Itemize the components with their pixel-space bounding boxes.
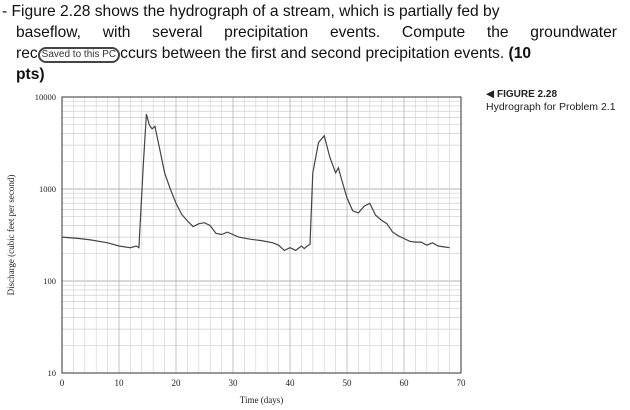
question-line-3-prefix: rec [16, 45, 38, 62]
x-axis-ticks: 0 10 20 30 40 50 60 70 [60, 378, 466, 388]
y-tick-label: 10000 [35, 92, 56, 102]
x-tick-label: 40 [286, 378, 296, 388]
y-axis-label: Discharge (cubic feet per second) [6, 175, 16, 296]
x-tick-label: 60 [400, 378, 410, 388]
y-tick-label: 100 [43, 276, 56, 286]
y-tick-label: 10 [48, 368, 57, 378]
question-line-1: - Figure 2.28 shows the hydrograph of a … [2, 3, 500, 20]
question-line-3: rec Saved to this PC ccurs between the fir… [16, 44, 531, 64]
points-label: (10 [508, 45, 532, 62]
x-tick-label: 30 [229, 378, 239, 388]
saved-to-pc-badge[interactable]: Saved to this PC [37, 47, 121, 63]
x-tick-label: 10 [115, 378, 125, 388]
x-tick-label: 50 [343, 378, 353, 388]
x-tick-label: 0 [60, 378, 65, 388]
question-line-2: baseflow, with several precipitation eve… [16, 24, 617, 41]
x-axis-label: Time (days) [240, 395, 283, 405]
discharge-line [61, 114, 450, 252]
x-tick-label: 20 [172, 378, 182, 388]
question-line-4: pts) [16, 66, 45, 83]
caption-arrow-icon: ◀ [486, 88, 495, 100]
y-tick-label: 1000 [39, 184, 56, 194]
plot-frame [61, 96, 462, 374]
y-axis-ticks: 10 100 1000 10000 [35, 92, 56, 378]
x-tick-label: 70 [457, 378, 467, 388]
figure-label: FIGURE 2.28 [497, 89, 558, 100]
figure-title: Hydrograph for Problem 2.1 [486, 101, 616, 113]
figure-caption: ◀ FIGURE 2.28 Hydrograph for Problem 2.1 [486, 88, 616, 114]
question-line-3-suffix: ccurs between the first and second preci… [120, 45, 505, 62]
chart-grid [62, 97, 461, 374]
